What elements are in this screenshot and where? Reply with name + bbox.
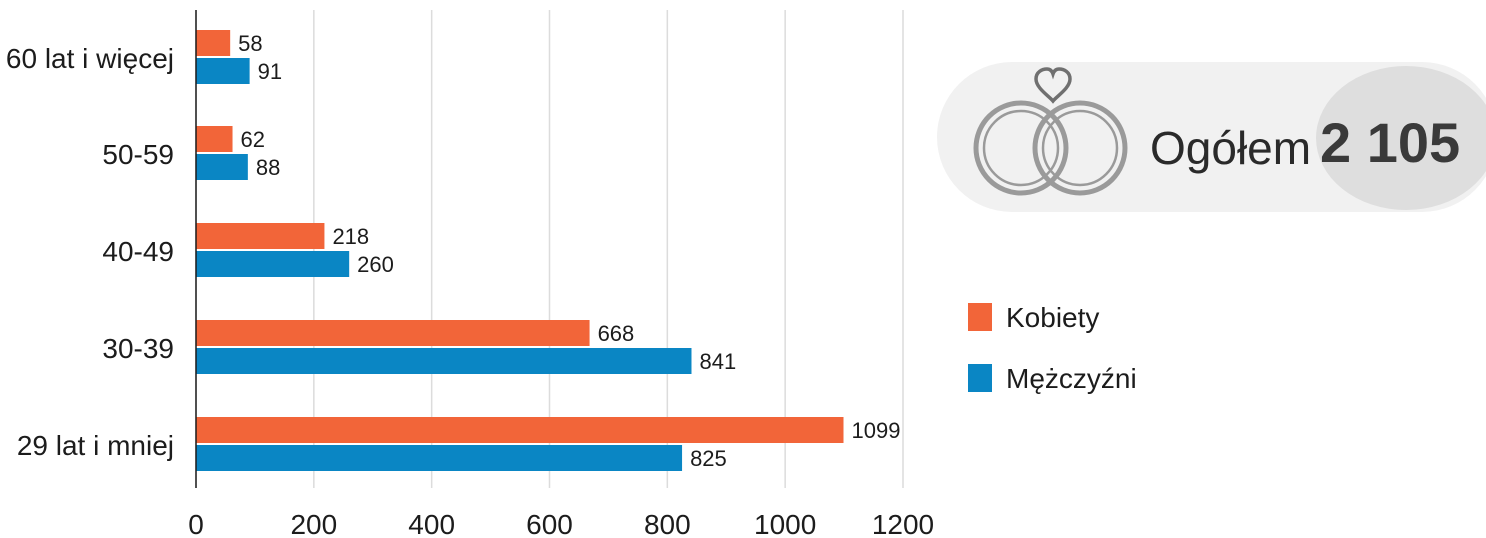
bar-mezczyzni (196, 348, 691, 374)
bar-kobiety (196, 126, 233, 152)
data-label: 62 (241, 127, 265, 152)
legend-label-mezczyzni: Mężczyźni (1006, 363, 1137, 394)
x-tick-label: 0 (188, 509, 204, 538)
bar-kobiety (196, 417, 843, 443)
data-label: 668 (598, 321, 635, 346)
data-label: 841 (699, 349, 736, 374)
category-label: 60 lat i więcej (6, 43, 174, 74)
legend: Kobiety Mężczyźni (968, 302, 1137, 394)
x-tick-label: 600 (526, 509, 573, 538)
bar-kobiety (196, 30, 230, 56)
data-label: 825 (690, 446, 727, 471)
legend-swatch-kobiety (968, 303, 992, 331)
bar-mezczyzni (196, 58, 250, 84)
category-label: 30-39 (102, 333, 174, 364)
data-label: 88 (256, 155, 280, 180)
bar-mezczyzni (196, 154, 248, 180)
bar-mezczyzni (196, 445, 682, 471)
x-tick-label: 1000 (754, 509, 816, 538)
bar-mezczyzni (196, 251, 349, 277)
bar-kobiety (196, 320, 590, 346)
legend-label-kobiety: Kobiety (1006, 302, 1099, 333)
legend-swatch-mezczyzni (968, 364, 992, 392)
data-label: 58 (238, 31, 262, 56)
category-label: 50-59 (102, 139, 174, 170)
category-label: 29 lat i mniej (17, 430, 174, 461)
data-label: 1099 (851, 418, 900, 443)
x-tick-label: 400 (408, 509, 455, 538)
total-value: 2 105 (1320, 111, 1460, 174)
x-tick-label: 800 (644, 509, 691, 538)
data-label: 260 (357, 252, 394, 277)
data-label: 91 (258, 59, 282, 84)
category-labels: 60 lat i więcej 50-59 40-49 30-39 29 lat i m… (6, 43, 174, 461)
category-label: 40-49 (102, 236, 174, 267)
bars: 58 62 218 668 1099 91 88 260 841 825 (196, 30, 900, 471)
total-badge: Ogółem 2 105 (937, 62, 1486, 212)
data-label: 218 (332, 224, 369, 249)
total-label: Ogółem (1150, 122, 1311, 174)
bar-kobiety (196, 223, 324, 249)
x-tick-label: 1200 (872, 509, 934, 538)
x-tick-label: 200 (290, 509, 337, 538)
